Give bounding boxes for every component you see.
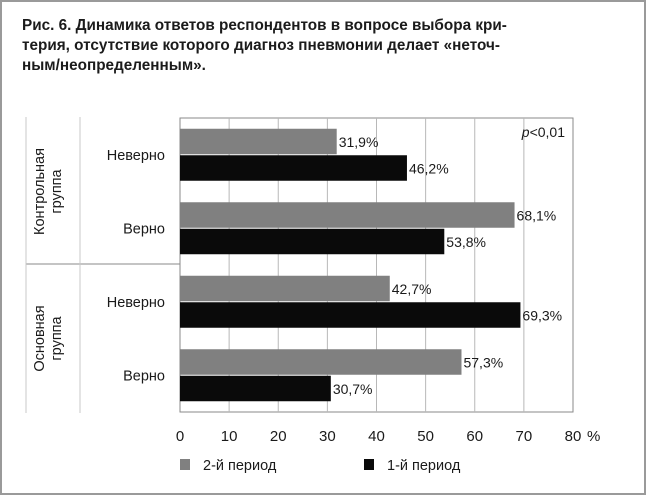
x-unit-label: % (587, 428, 600, 445)
legend-label-0: 2-й период (203, 458, 277, 474)
x-tick-label-0: 0 (176, 428, 184, 445)
x-tick-label-3: 30 (319, 428, 336, 445)
value-label-period2-0: 31,9% (339, 134, 379, 150)
group-label-0-line-1: группа (49, 168, 65, 213)
x-tick-label-2: 20 (270, 428, 287, 445)
x-tick-label-7: 70 (516, 428, 533, 445)
x-tick-label-4: 40 (368, 428, 385, 445)
bar-period1-0 (180, 155, 407, 181)
value-label-period1-0: 46,2% (409, 160, 449, 176)
value-label-period2-2: 42,7% (392, 281, 432, 297)
figure-caption: Рис. 6. Динамика ответов респондентов в … (22, 17, 507, 74)
bar-period1-3 (180, 375, 331, 402)
group-label-0-line-0: Контрольная (32, 148, 48, 235)
category-label-2: Неверно (107, 295, 165, 311)
category-label-3: Верно (123, 368, 165, 384)
bar-period2-2 (180, 275, 390, 302)
bar-period2-0 (180, 128, 337, 155)
bar-period2-1 (180, 202, 515, 228)
value-label-period2-3: 57,3% (463, 354, 503, 370)
legend-label-1: 1-й период (387, 458, 461, 474)
legend-swatch-1 (364, 459, 374, 470)
value-label-period1-1: 53,8% (446, 234, 486, 250)
legend-swatch-0 (180, 459, 190, 470)
bar-period1-2 (180, 302, 521, 328)
bar-period2-3 (180, 349, 462, 375)
x-tick-label-8: 80 (565, 428, 582, 445)
x-tick-label-5: 50 (417, 428, 434, 445)
x-tick-label-6: 60 (466, 428, 483, 445)
value-label-period1-2: 69,3% (522, 307, 562, 323)
x-tick-label-1: 10 (221, 428, 238, 445)
category-label-0: Неверно (107, 148, 165, 164)
group-label-1-line-0: Основная (32, 305, 48, 371)
value-label-period1-3: 30,7% (333, 381, 373, 397)
value-label-period2-1: 68,1% (517, 207, 557, 223)
group-label-1-line-1: группа (49, 315, 65, 360)
p-value-annotation: p<0,01 (521, 124, 565, 140)
category-label-1: Верно (123, 221, 165, 237)
bar-period1-1 (180, 228, 445, 255)
